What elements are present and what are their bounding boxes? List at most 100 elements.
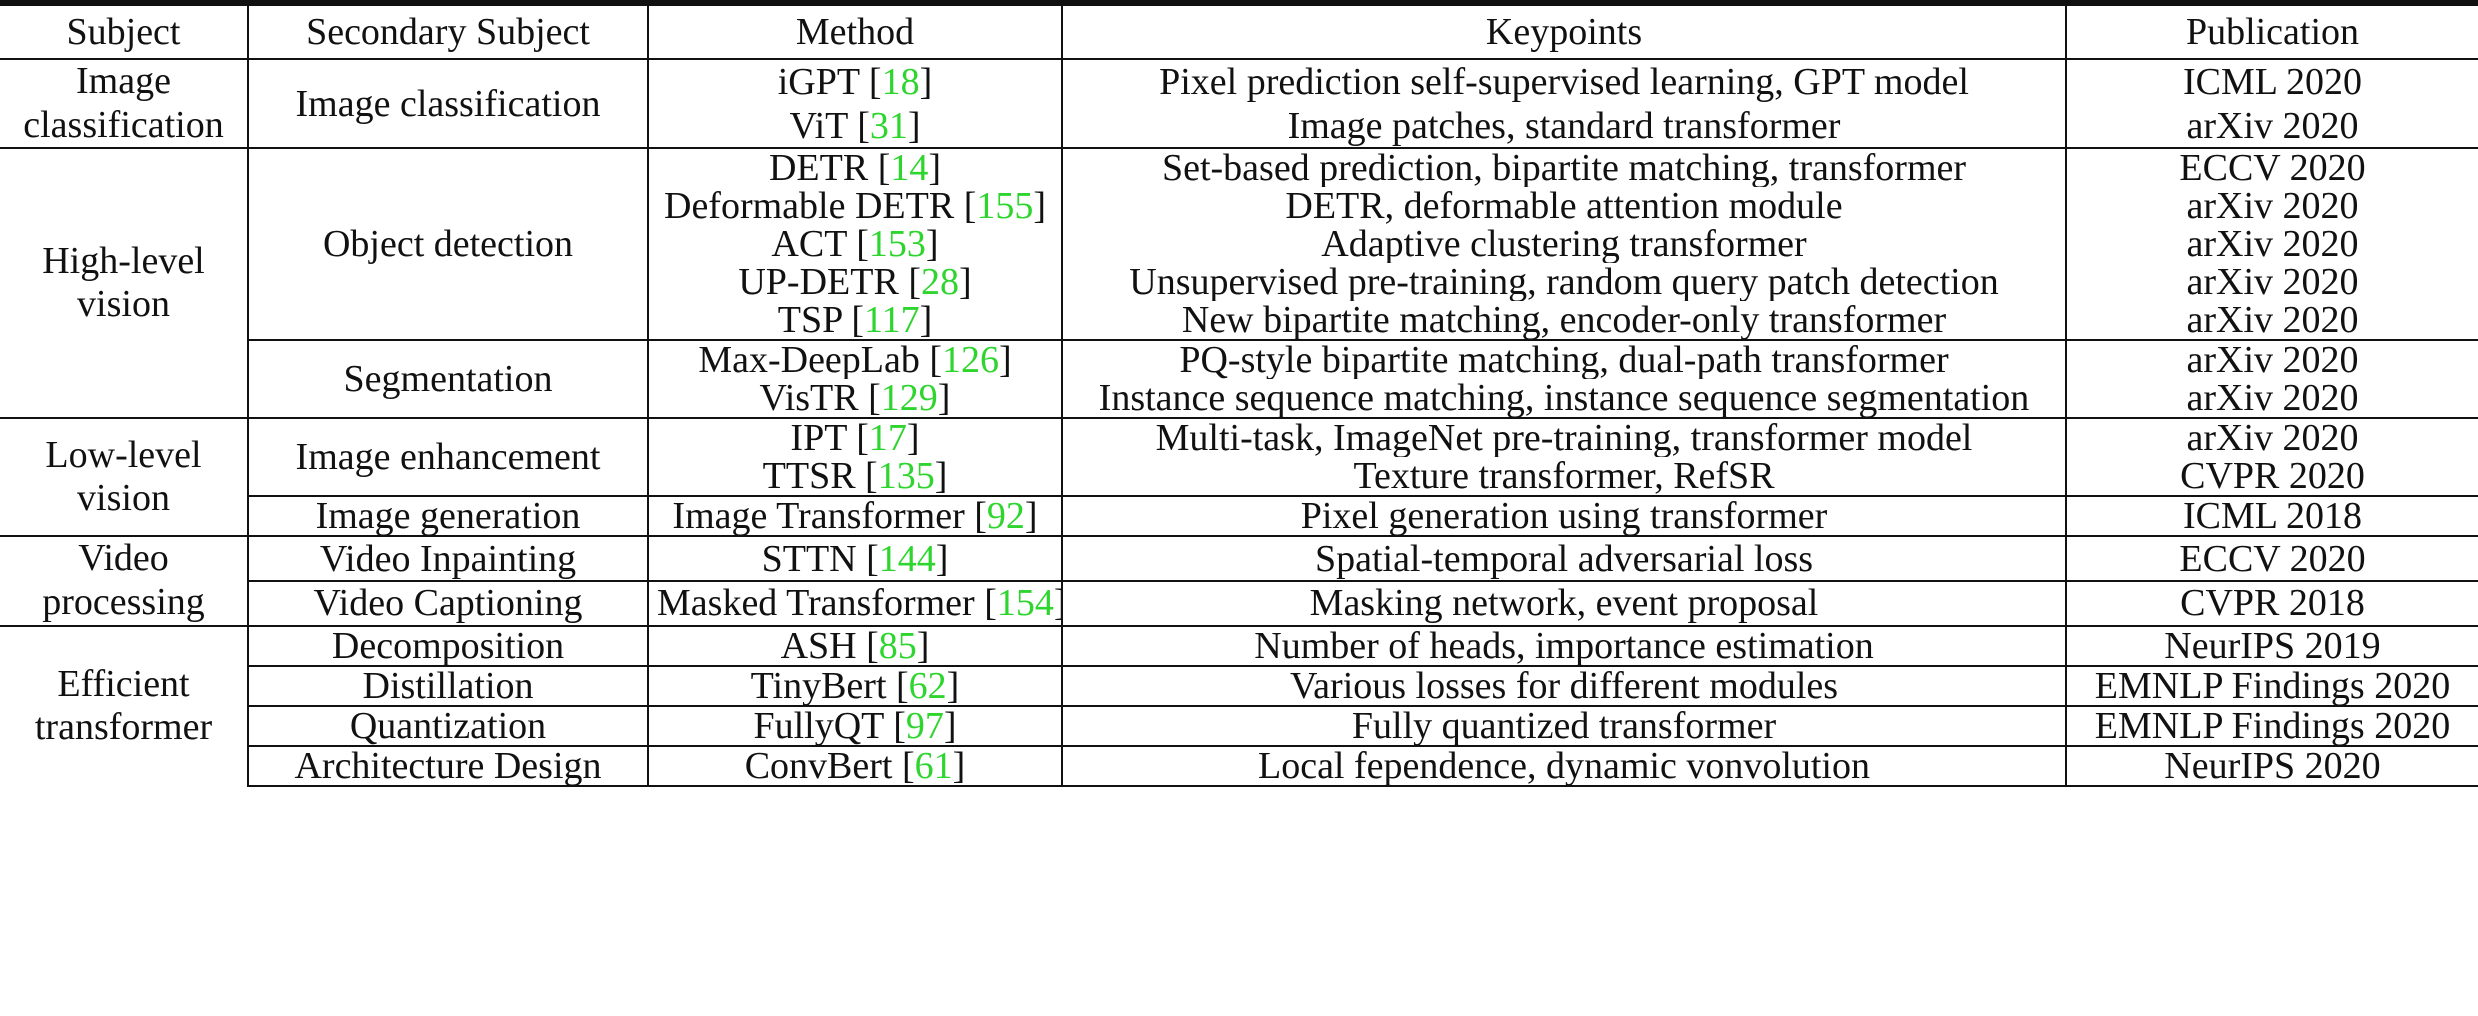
method-name: TTSR bbox=[762, 457, 856, 497]
publication-cell: arXiv 2020 bbox=[2065, 225, 2478, 264]
keypoints-cell: New bipartite matching, encoder-only tra… bbox=[1061, 301, 2066, 341]
secondary-subject-cell: Decomposition bbox=[247, 624, 648, 666]
method-name: ViT bbox=[789, 104, 848, 147]
keypoints-cell: DETR, deformable attention module bbox=[1061, 187, 2066, 226]
citation-link[interactable]: 135 bbox=[877, 457, 935, 497]
secondary-subject-cell: Video Inpainting bbox=[247, 535, 648, 582]
secondary-subject-cell: Distillation bbox=[247, 664, 648, 706]
citation-link[interactable]: 154 bbox=[996, 582, 1054, 625]
secondary-subject-cell: Image enhancement bbox=[247, 417, 648, 497]
citation-link[interactable]: 61 bbox=[914, 745, 953, 786]
method-cell: VisTR [129] bbox=[647, 379, 1062, 419]
table-row: Efficient transformer Decomposition ASH [8… bbox=[0, 624, 2478, 786]
method-cell: Image Transformer [92] bbox=[647, 495, 1062, 537]
method-name: FullyQT bbox=[753, 705, 884, 746]
table-row: Image generation Image Transformer [92] Pi… bbox=[0, 495, 2478, 537]
method-cell: Deformable DETR [155] bbox=[647, 187, 1062, 226]
citation-link[interactable]: 62 bbox=[908, 665, 947, 706]
table-row: Quantization FullyQT [97] Fully quantized … bbox=[0, 704, 2478, 746]
method-name: TinyBert bbox=[750, 665, 887, 706]
method-name: UP-DETR bbox=[738, 263, 899, 302]
method-name: VisTR bbox=[759, 379, 859, 419]
publication-cell: arXiv 2020 bbox=[2065, 103, 2478, 149]
citation-link[interactable]: 85 bbox=[878, 625, 917, 666]
method-name: IPT bbox=[790, 418, 847, 458]
citation-link[interactable]: 28 bbox=[920, 263, 959, 302]
method-cell: ACT [153] bbox=[647, 225, 1062, 264]
secondary-subject-cell: Quantization bbox=[247, 704, 648, 746]
table-row: TSP [117] New bipartite matching, encoder… bbox=[0, 301, 2478, 341]
table-row: High-level vision Object detection DETR [1… bbox=[0, 147, 2478, 419]
method-cell: ViT [31] bbox=[647, 103, 1062, 149]
publication-cell: EMNLP Findings 2020 bbox=[2065, 664, 2478, 706]
keypoints-cell: Instance sequence matching, instance seq… bbox=[1061, 379, 2066, 419]
table-row: Architecture Design ConvBert [61] Local fe… bbox=[0, 744, 2478, 787]
method-cell: STTN [144] bbox=[647, 535, 1062, 582]
method-name: ConvBert bbox=[744, 745, 893, 786]
header-secondary-subject: Secondary Subject bbox=[247, 0, 648, 60]
keypoints-cell: Number of heads, importance estimation bbox=[1061, 624, 2066, 666]
citation-link[interactable]: 126 bbox=[942, 340, 1000, 380]
header-publication: Publication bbox=[2065, 0, 2478, 60]
keypoints-cell: Pixel generation using transformer bbox=[1061, 495, 2066, 537]
citation-link[interactable]: 18 bbox=[881, 60, 920, 103]
method-name: ASH bbox=[780, 625, 857, 666]
citation-link[interactable]: 155 bbox=[976, 187, 1034, 226]
citation-link[interactable]: 92 bbox=[986, 496, 1025, 537]
publication-cell: ICML 2020 bbox=[2065, 59, 2478, 104]
citation-link[interactable]: 129 bbox=[880, 379, 938, 419]
keypoints-cell: Various losses for different modules bbox=[1061, 664, 2066, 706]
publication-cell: arXiv 2020 bbox=[2065, 263, 2478, 302]
citation-link[interactable]: 17 bbox=[868, 418, 907, 458]
secondary-subject-cell: Object detection bbox=[247, 147, 648, 341]
publication-cell: ECCV 2020 bbox=[2065, 147, 2478, 188]
citation-link[interactable]: 117 bbox=[863, 301, 920, 341]
method-cell: TSP [117] bbox=[647, 301, 1062, 341]
secondary-subject-cell: Architecture Design bbox=[247, 744, 648, 787]
method-name: STTN bbox=[761, 537, 857, 580]
method-cell: TTSR [135] bbox=[647, 457, 1062, 497]
method-cell: Masked Transformer [154] bbox=[647, 580, 1062, 626]
method-cell: TinyBert [62] bbox=[647, 664, 1062, 706]
method-cell: DETR [14] bbox=[647, 147, 1062, 188]
citation-link[interactable]: 153 bbox=[868, 225, 926, 264]
header-method: Method bbox=[647, 0, 1062, 60]
table-row: Image classification Image classification… bbox=[0, 59, 2478, 149]
subject-cell: High-level vision bbox=[0, 147, 248, 419]
method-cell: iGPT [18] bbox=[647, 59, 1062, 104]
secondary-subject-cell: Segmentation bbox=[247, 339, 648, 419]
publication-cell: ECCV 2020 bbox=[2065, 535, 2478, 582]
keypoints-cell: Image patches, standard transformer bbox=[1061, 103, 2066, 149]
citation-link[interactable]: 97 bbox=[905, 705, 944, 746]
publication-cell: EMNLP Findings 2020 bbox=[2065, 704, 2478, 746]
header-subject: Subject bbox=[0, 0, 248, 60]
method-name: Image Transformer bbox=[672, 496, 965, 537]
citation-link[interactable]: 144 bbox=[878, 537, 936, 580]
keypoints-cell: Unsupervised pre-training, random query … bbox=[1061, 263, 2066, 302]
keypoints-cell: Fully quantized transformer bbox=[1061, 704, 2066, 746]
table-row: Deformable DETR [155] DETR, deformable at… bbox=[0, 187, 2478, 226]
citation-link[interactable]: 14 bbox=[890, 148, 929, 188]
keypoints-cell: Set-based prediction, bipartite matching… bbox=[1061, 147, 2066, 188]
method-name: TSP bbox=[777, 301, 842, 341]
header-row: Subject Secondary Subject Method Keypoin… bbox=[0, 0, 2478, 60]
table-row: Low-level vision Image enhancement IPT [17… bbox=[0, 417, 2478, 537]
table-row: TTSR [135] Texture transformer, RefSR CVPR… bbox=[0, 457, 2478, 497]
citation-link[interactable]: 31 bbox=[869, 104, 908, 147]
publication-cell: arXiv 2020 bbox=[2065, 379, 2478, 419]
method-name: DETR bbox=[768, 148, 869, 188]
table-row: ACT [153] Adaptive clustering transformer… bbox=[0, 225, 2478, 264]
keypoints-cell: PQ-style bipartite matching, dual-path t… bbox=[1061, 339, 2066, 380]
table-row: VisTR [129] Instance sequence matching, i… bbox=[0, 379, 2478, 419]
keypoints-cell: Multi-task, ImageNet pre-training, trans… bbox=[1061, 417, 2066, 458]
method-cell: ConvBert [61] bbox=[647, 744, 1062, 787]
method-cell: IPT [17] bbox=[647, 417, 1062, 458]
survey-table: Subject Secondary Subject Method Keypoin… bbox=[0, 0, 2478, 787]
publication-cell: NeurIPS 2019 bbox=[2065, 624, 2478, 666]
subject-cell: Image classification bbox=[23, 60, 224, 146]
publication-cell: ICML 2018 bbox=[2065, 495, 2478, 537]
publication-cell: arXiv 2020 bbox=[2065, 301, 2478, 341]
keypoints-cell: Masking network, event proposal bbox=[1061, 580, 2066, 626]
publication-cell: arXiv 2020 bbox=[2065, 417, 2478, 458]
